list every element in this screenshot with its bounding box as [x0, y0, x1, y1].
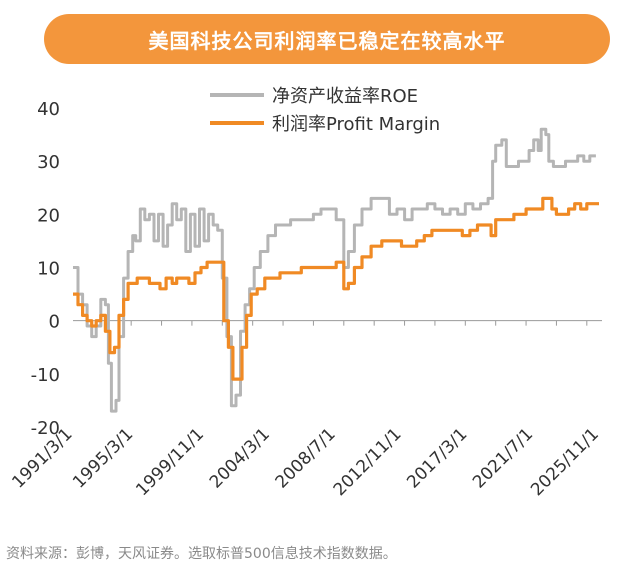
x-tick-label: 2012/11/1 — [330, 424, 406, 500]
x-tick-label: 2017/3/1 — [403, 424, 471, 492]
chart-title: 美国科技公司利润率已稳定在较高水平 — [148, 28, 506, 53]
y-tick-label: 0 — [49, 312, 60, 333]
y-tick-label: 10 — [37, 259, 60, 280]
title-banner: 美国科技公司利润率已稳定在较高水平 — [44, 14, 610, 64]
x-tick-label: 2021/7/1 — [469, 424, 537, 492]
y-tick-label: 30 — [37, 152, 60, 173]
roe-series-line — [73, 127, 596, 413]
x-tick-label: 1995/3/1 — [69, 424, 137, 492]
profit-margin-series-line — [73, 196, 599, 381]
x-tick-label: 1999/11/1 — [132, 424, 208, 500]
x-tick-label: 2004/3/1 — [206, 424, 274, 492]
x-tick-label: 2025/11/1 — [527, 424, 603, 500]
legend-label-margin: 利润率Profit Margin — [272, 114, 440, 135]
source-note: 资料来源：彭博，天风证券。选取标普500信息技术指数数据。 — [6, 546, 397, 562]
x-tick-label: 2008/7/1 — [272, 424, 340, 492]
y-tick-label: -10 — [31, 365, 60, 386]
y-tick-label: 40 — [37, 99, 60, 120]
y-tick-label: -20 — [31, 418, 60, 439]
legend-label-roe: 净资产收益率ROE — [272, 86, 418, 107]
y-tick-label: 20 — [37, 205, 60, 226]
